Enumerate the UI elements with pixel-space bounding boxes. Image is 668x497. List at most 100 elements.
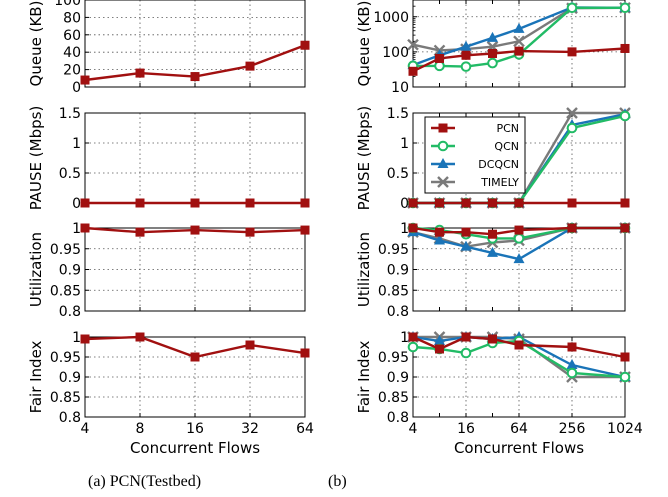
y-tick-label: 100 — [382, 45, 409, 61]
triangle-marker — [513, 22, 525, 33]
square-marker — [80, 75, 90, 85]
x-marker-stroke — [566, 107, 578, 119]
y-tick-label: 0.9 — [387, 370, 409, 386]
circle-marker — [619, 2, 631, 14]
x-marker-stroke — [437, 176, 449, 188]
y-axis-label: Queue (KB) — [355, 1, 373, 87]
square-marker — [488, 229, 497, 239]
y-tick-label: 1 — [72, 221, 81, 237]
y-tick-label: 1000 — [373, 10, 409, 26]
y-tick-label: 1 — [72, 330, 81, 346]
caption-left: (a) PCN(Testbed) — [88, 473, 201, 490]
y-tick-label: 0.8 — [387, 304, 409, 320]
y-axis-label: Fair Index — [27, 340, 45, 413]
square-marker — [514, 46, 524, 56]
a-util-panel: 0.8 0.85 0.9 0.95 1 Utilization — [27, 221, 310, 320]
square-marker — [408, 223, 418, 233]
square-marker — [488, 334, 497, 344]
square-marker — [190, 72, 200, 82]
legend: PCN QCN DCQCN TIMELY — [424, 116, 526, 194]
y-axis-label: Fair Index — [355, 340, 373, 413]
y-tick-label: 0.95 — [50, 242, 81, 258]
square-marker — [80, 223, 90, 233]
triangle-marker — [437, 158, 449, 168]
triangle-marker — [460, 240, 472, 251]
y-tick-label: 0.5 — [387, 166, 409, 182]
y-tick-label: 1 — [400, 330, 409, 346]
square-marker — [190, 352, 200, 362]
y-tick-label: 60 — [63, 28, 81, 44]
square-marker — [514, 225, 524, 235]
triangle-marker — [460, 40, 472, 51]
square-marker — [567, 47, 577, 57]
series-pcn — [80, 40, 310, 85]
y-tick-label: 1.5 — [59, 106, 81, 122]
square-marker — [620, 352, 630, 362]
y-tick-label: 1 — [72, 136, 81, 152]
series-pcn — [408, 198, 630, 208]
square-marker — [567, 223, 577, 233]
x-tick-label: 1024 — [607, 421, 643, 437]
square-marker — [567, 342, 577, 352]
y-axis-label: PAUSE (Mbps) — [355, 106, 373, 211]
b-pause-panel: 0 0.5 1 1.5 PAUSE (Mbps) PCN QCN DCQCN TIMELY — [355, 106, 631, 212]
square-marker — [438, 123, 448, 133]
y-tick-label: 0.95 — [50, 350, 81, 366]
square-marker — [245, 61, 255, 71]
circle-marker — [407, 341, 419, 353]
series-pcn — [80, 332, 310, 362]
series-pcn — [80, 223, 310, 237]
square-marker — [408, 66, 418, 76]
series-pcn — [408, 223, 630, 239]
square-marker — [190, 225, 200, 235]
square-marker — [245, 227, 255, 237]
square-marker — [135, 227, 145, 237]
y-axis-label: Utilization — [27, 232, 45, 307]
y-axis-label: Queue (KB) — [27, 1, 45, 87]
caption-right: (b) — [328, 473, 347, 490]
y-axis-label: PAUSE (Mbps) — [27, 106, 45, 211]
circle-marker — [437, 140, 449, 152]
legend-label: DCQCN — [478, 158, 519, 171]
a-pause-panel: 0 0.5 1 1.5 PAUSE (Mbps) — [27, 106, 310, 212]
y-tick-label: 0.9 — [387, 263, 409, 279]
square-marker — [408, 332, 418, 342]
x-tick-label: 64 — [296, 421, 314, 437]
y-tick-label: 100 — [54, 0, 81, 9]
square-marker — [488, 198, 497, 208]
triangle-marker — [513, 253, 525, 264]
square-marker — [620, 43, 630, 53]
y-tick-label: 0.9 — [59, 263, 81, 279]
y-tick-label: 0.5 — [59, 166, 81, 182]
square-marker — [435, 227, 444, 237]
x-tick-label: 8 — [136, 421, 145, 437]
x-tick-label: 256 — [559, 421, 586, 437]
series-pcn — [408, 43, 630, 76]
y-tick-label: 0 — [72, 80, 81, 96]
y-tick-label: 0 — [72, 196, 81, 212]
legend-label: QCN — [494, 140, 519, 153]
x-tick-label: 16 — [186, 421, 204, 437]
square-marker — [620, 198, 630, 208]
x-tick-label: 64 — [510, 421, 528, 437]
square-marker — [300, 198, 310, 208]
circle-marker — [460, 347, 472, 359]
y-tick-label: 0.8 — [387, 410, 409, 426]
legend-label: TIMELY — [480, 176, 519, 189]
square-marker — [461, 332, 471, 342]
x-axis-label: Concurrent Flows — [130, 439, 260, 457]
plot-frame — [412, 0, 626, 88]
y-tick-label: 0.85 — [378, 390, 409, 406]
triangle-marker — [566, 359, 578, 369]
y-tick-label: 0.85 — [378, 283, 409, 299]
circle-marker — [566, 122, 578, 134]
square-marker — [190, 198, 200, 208]
square-marker — [435, 198, 444, 208]
y-axis-label: Utilization — [355, 232, 373, 307]
y-tick-label: 80 — [63, 10, 81, 26]
b-fair-panel: 0.8 0.85 0.9 0.95 1 4 16 64 256 1024 Fair Index Con… — [355, 330, 643, 457]
y-tick-label: 0.85 — [50, 390, 81, 406]
square-marker — [80, 198, 90, 208]
